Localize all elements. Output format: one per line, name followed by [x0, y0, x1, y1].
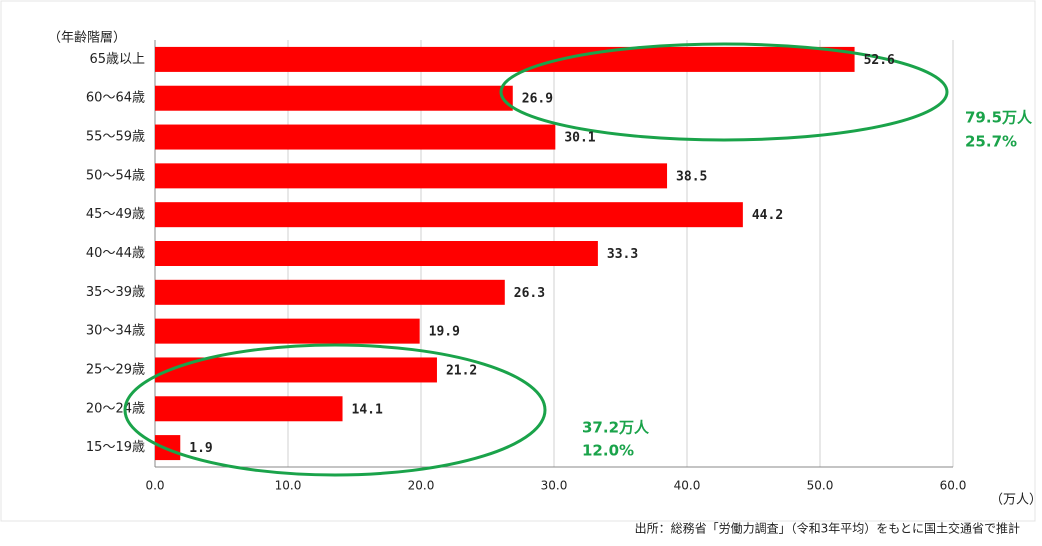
x-tick-label: 10.0: [275, 479, 302, 493]
highlight-ellipse: [499, 42, 949, 142]
y-tick-label: 25～29歳: [86, 362, 145, 377]
annotation: 79.5万人: [965, 109, 1033, 127]
annotation: 37.2万人: [582, 419, 650, 437]
x-tick-label: 0.0: [145, 479, 164, 493]
y-tick-label: 60～64歳: [86, 91, 145, 106]
y-tick-label: 40～44歳: [86, 246, 145, 261]
y-tick-label: 55～59歳: [86, 130, 145, 145]
bar: [155, 163, 668, 189]
value-label: 1.9: [189, 441, 212, 456]
bar: [155, 46, 855, 72]
y-tick-label: 30～34歳: [86, 324, 145, 339]
y-axis-label: （年齢階層）: [48, 31, 126, 46]
bar: [155, 435, 181, 461]
highlight-ellipse: [123, 343, 547, 477]
y-tick-label: 15～19歳: [86, 440, 145, 455]
value-label: 21.2: [446, 363, 477, 378]
bar: [155, 396, 343, 422]
value-label: 19.9: [429, 325, 460, 340]
value-label: 33.3: [607, 247, 638, 262]
value-label: 52.6: [864, 53, 895, 68]
y-tick-label: 50～54歳: [86, 168, 145, 183]
x-tick-label: 20.0: [408, 479, 435, 493]
source-note: 出所：総務省「労働力調査」（令和3年平均）をもとに国土交通省で推計: [635, 521, 1020, 536]
x-tick-label: 30.0: [541, 479, 568, 493]
bar: [155, 124, 556, 150]
x-tick-label: 40.0: [674, 479, 701, 493]
y-tick-label: 45～49歳: [86, 207, 145, 222]
value-label: 38.5: [676, 169, 707, 184]
y-tick-label: 20～24歳: [86, 401, 145, 416]
y-tick-label: 65歳以上: [89, 52, 145, 67]
bar: [155, 202, 743, 228]
x-axis-label: （万人）: [990, 493, 1042, 508]
bar: [155, 279, 505, 305]
bar: [155, 241, 598, 266]
bar: [155, 318, 420, 344]
bar: [155, 357, 437, 383]
value-label: 30.1: [564, 131, 595, 146]
value-label: 44.2: [752, 208, 783, 223]
frame: [0, 0, 1036, 522]
bar: [155, 85, 513, 111]
value-label: 26.9: [522, 92, 553, 107]
y-tick-label: 35～39歳: [86, 285, 145, 300]
x-tick-label: 60.0: [940, 479, 967, 493]
value-label: 26.3: [514, 286, 545, 301]
annotation: 12.0%: [582, 442, 634, 460]
x-tick-label: 50.0: [807, 479, 834, 493]
value-label: 14.1: [352, 402, 383, 417]
annotation: 25.7%: [965, 133, 1017, 151]
